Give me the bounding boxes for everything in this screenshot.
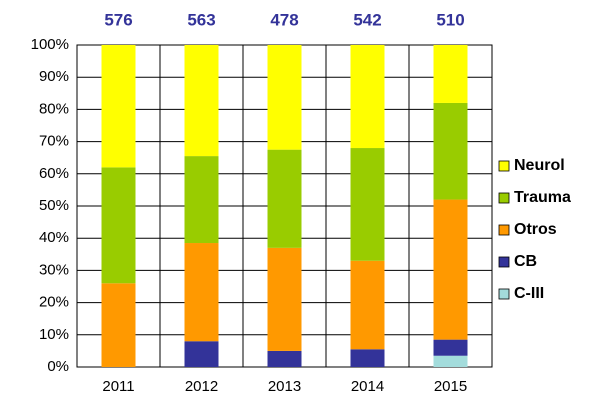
- bar-segment: [184, 341, 219, 367]
- bar-segment: [350, 349, 385, 367]
- legend-label: C-III: [514, 285, 544, 302]
- bar-segment: [267, 350, 302, 367]
- bar-segment: [267, 247, 302, 351]
- legend-label: Neurol: [514, 157, 565, 174]
- total-label: 576: [104, 10, 132, 29]
- total-label: 478: [270, 10, 298, 29]
- total-label: 510: [436, 10, 464, 29]
- legend-label: Otros: [514, 221, 557, 238]
- bar-segment: [101, 45, 136, 168]
- bar-segment: [267, 45, 302, 150]
- bar-segment: [350, 260, 385, 350]
- bar-segment: [433, 199, 468, 340]
- y-tick-label: 0%: [47, 358, 69, 375]
- bar-segment: [350, 148, 385, 261]
- y-tick-label: 60%: [39, 165, 69, 182]
- legend-swatch: [498, 160, 510, 172]
- total-label: 542: [353, 10, 381, 29]
- bar-segment: [184, 45, 219, 157]
- legend-swatch: [498, 224, 510, 236]
- legend-label: Trauma: [514, 189, 571, 206]
- legend-label: CB: [514, 253, 537, 270]
- total-label: 563: [187, 10, 215, 29]
- y-tick-label: 30%: [39, 261, 69, 278]
- bar-segment: [184, 243, 219, 342]
- y-tick-label: 10%: [39, 326, 69, 343]
- x-tick-label: 2015: [434, 378, 467, 395]
- x-tick-label: 2012: [185, 378, 218, 395]
- y-tick-label: 40%: [39, 229, 69, 246]
- legend-swatch: [498, 256, 510, 268]
- x-tick-label: 2014: [351, 378, 384, 395]
- x-tick-label: 2011: [102, 378, 134, 395]
- y-tick-label: 100%: [31, 36, 69, 53]
- y-tick-label: 20%: [39, 294, 69, 311]
- y-tick-label: 50%: [39, 197, 69, 214]
- legend-swatch: [498, 288, 510, 300]
- bar-segment: [433, 355, 468, 367]
- bar-segment: [433, 339, 468, 356]
- bar-segment: [184, 156, 219, 244]
- bar-segment: [101, 283, 136, 367]
- y-tick-label: 80%: [39, 100, 69, 117]
- bar-segment: [101, 167, 136, 284]
- bar-segment: [433, 45, 468, 103]
- legend-swatch: [498, 192, 510, 204]
- x-tick-label: 2013: [268, 378, 301, 395]
- y-tick-label: 90%: [39, 68, 69, 85]
- bar-segment: [267, 149, 302, 248]
- bar-segment: [433, 102, 468, 200]
- bar-segment: [350, 45, 385, 149]
- y-tick-label: 70%: [39, 133, 69, 150]
